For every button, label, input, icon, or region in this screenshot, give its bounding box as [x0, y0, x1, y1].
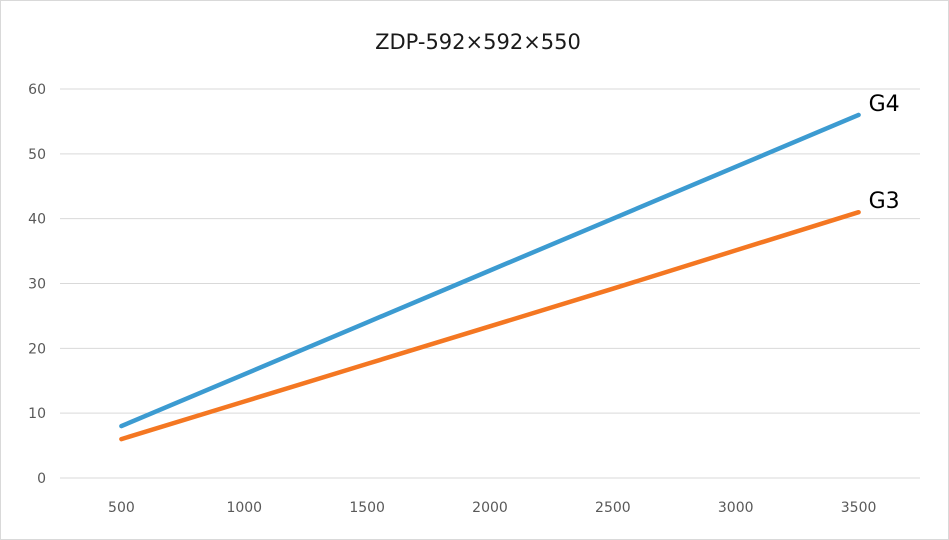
- x-tick-label: 3500: [841, 500, 877, 516]
- series-line-g4: [119, 112, 861, 429]
- chart-title: ZDP-592×592×550: [375, 30, 581, 54]
- series-label-g4: G4: [869, 92, 900, 117]
- x-tick-label: 2000: [472, 500, 508, 516]
- y-tick-label: 20: [28, 341, 46, 357]
- series-labels: G4 G3: [869, 92, 900, 214]
- x-tick-label: 1500: [349, 500, 385, 516]
- y-tick-label: 10: [28, 406, 46, 422]
- x-tick-label: 500: [108, 500, 135, 516]
- series-label-g3: G3: [869, 189, 900, 214]
- y-tick-label: 40: [28, 212, 46, 228]
- series-line-g3: [119, 209, 861, 442]
- x-tick-label: 2500: [595, 500, 631, 516]
- y-tick-label: 30: [28, 277, 46, 293]
- y-tick-label: 50: [28, 147, 46, 163]
- x-axis-tick-labels: 500 1000 1500 2000 2500 3000 3500: [108, 500, 876, 516]
- x-tick-label: 3000: [718, 500, 754, 516]
- y-tick-label: 60: [28, 82, 46, 98]
- x-tick-label: 1000: [226, 500, 262, 516]
- y-tick-label: 0: [37, 471, 46, 487]
- y-axis-tick-labels: 0 10 20 30 40 50 60: [28, 82, 46, 487]
- series-lines: [119, 112, 861, 442]
